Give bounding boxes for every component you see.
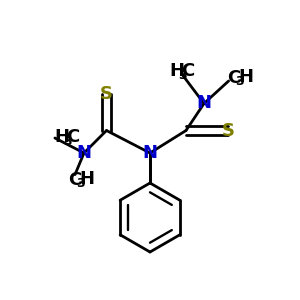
- Text: C: C: [66, 128, 80, 146]
- Text: C: C: [227, 69, 241, 87]
- Text: H: H: [169, 62, 184, 80]
- Text: S: S: [100, 85, 113, 103]
- Text: N: N: [142, 144, 158, 162]
- Text: N: N: [196, 94, 211, 112]
- Text: H: H: [79, 170, 94, 188]
- Text: 3: 3: [178, 69, 187, 82]
- Text: H: H: [238, 68, 253, 86]
- Text: S: S: [221, 122, 235, 140]
- Text: 3: 3: [64, 135, 72, 148]
- Text: C: C: [181, 62, 194, 80]
- Text: 3: 3: [235, 75, 244, 88]
- Text: C: C: [68, 171, 82, 189]
- Text: N: N: [76, 144, 92, 162]
- Text: 3: 3: [76, 177, 85, 190]
- Text: H: H: [54, 128, 69, 146]
